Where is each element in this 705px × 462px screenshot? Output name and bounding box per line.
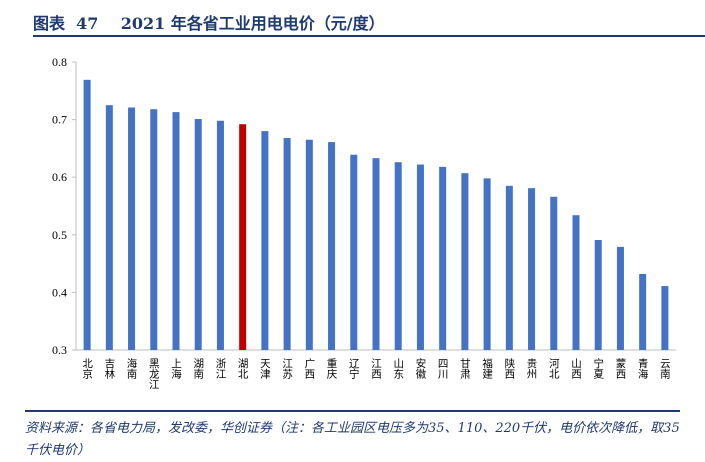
- category-label: 重庆: [326, 357, 338, 380]
- bar-浙江: [216, 120, 224, 350]
- category-label: 上海: [170, 358, 182, 380]
- bar-蒙西: [616, 246, 624, 350]
- bar-广西: [305, 139, 313, 350]
- y-tick-label: 0.8: [52, 55, 67, 69]
- bar-天津: [261, 131, 269, 350]
- category-label: 广西: [303, 358, 315, 379]
- category-label: 黑龙江: [148, 358, 160, 390]
- source-note: 资料来源：各省电力局，发改委，华创证券（注：各工业园区电压多为35、110、22…: [25, 421, 680, 458]
- category-label: 山西: [570, 358, 582, 379]
- bar-山东: [394, 162, 402, 350]
- category-label: 安徽: [414, 357, 426, 380]
- bar-河北: [550, 196, 558, 350]
- bar-云南: [661, 286, 669, 350]
- bar-甘肃: [461, 173, 469, 350]
- category-label: 福建: [481, 357, 493, 380]
- y-tick-label: 0.6: [52, 170, 67, 184]
- category-label: 青海: [637, 357, 649, 380]
- bar-黑龙江: [150, 109, 158, 351]
- bar-贵州: [528, 188, 536, 350]
- category-label: 宁夏: [592, 357, 604, 379]
- category-label: 江苏: [281, 358, 293, 380]
- category-label: 辽宁: [348, 358, 360, 379]
- category-label: 浙江: [214, 358, 226, 379]
- bar-上海: [172, 112, 180, 350]
- bar-北京: [83, 79, 91, 350]
- bar-重庆: [328, 142, 336, 350]
- category-label: 北京: [81, 358, 93, 380]
- category-label: 江西: [370, 358, 382, 379]
- bar-四川: [439, 166, 447, 350]
- category-label: 河北: [548, 358, 560, 379]
- bar-江苏: [283, 138, 291, 350]
- category-label: 湖南: [192, 358, 204, 379]
- category-label: 四川: [437, 358, 449, 379]
- bar-chart: 0.3 0.4 0.5 0.6 0.7 0.8 北京 吉林 海南 黑龙江 上海 湖南 浙江 湖北 天津 江苏广…: [52, 55, 676, 390]
- bar-山西: [572, 215, 580, 350]
- category-label: 贵州: [526, 357, 538, 379]
- title-divider: [33, 35, 705, 37]
- category-label: 湖北: [237, 358, 249, 379]
- category-label: 海南: [126, 357, 138, 379]
- category-label: 天津: [259, 358, 271, 380]
- bar-陕西: [505, 185, 513, 350]
- bar-福建: [483, 178, 491, 350]
- bar-江西: [372, 158, 380, 350]
- category-label: 蒙西: [614, 357, 626, 379]
- bar-辽宁: [350, 154, 358, 350]
- figure-title: 图表 47 2021 年各省工业用电电价（元/度）: [33, 14, 385, 33]
- bar-湖南: [194, 119, 202, 350]
- bar-湖北: [239, 124, 247, 350]
- y-tick-label: 0.4: [52, 285, 67, 299]
- source-divider: [25, 410, 680, 412]
- category-label: 云南: [659, 358, 671, 379]
- category-label: 甘肃: [459, 357, 471, 380]
- y-tick-label: 0.5: [52, 228, 67, 242]
- y-tick-label: 0.3: [52, 343, 67, 357]
- category-label: 陕西: [503, 357, 515, 379]
- bar-青海: [639, 273, 647, 350]
- bar-安徽: [416, 164, 424, 350]
- bar-宁夏: [594, 239, 602, 350]
- category-label: 山东: [392, 358, 404, 379]
- y-tick-label: 0.7: [52, 113, 67, 127]
- category-label: 吉林: [103, 358, 115, 380]
- bar-海南: [128, 107, 136, 350]
- bar-吉林: [105, 105, 113, 350]
